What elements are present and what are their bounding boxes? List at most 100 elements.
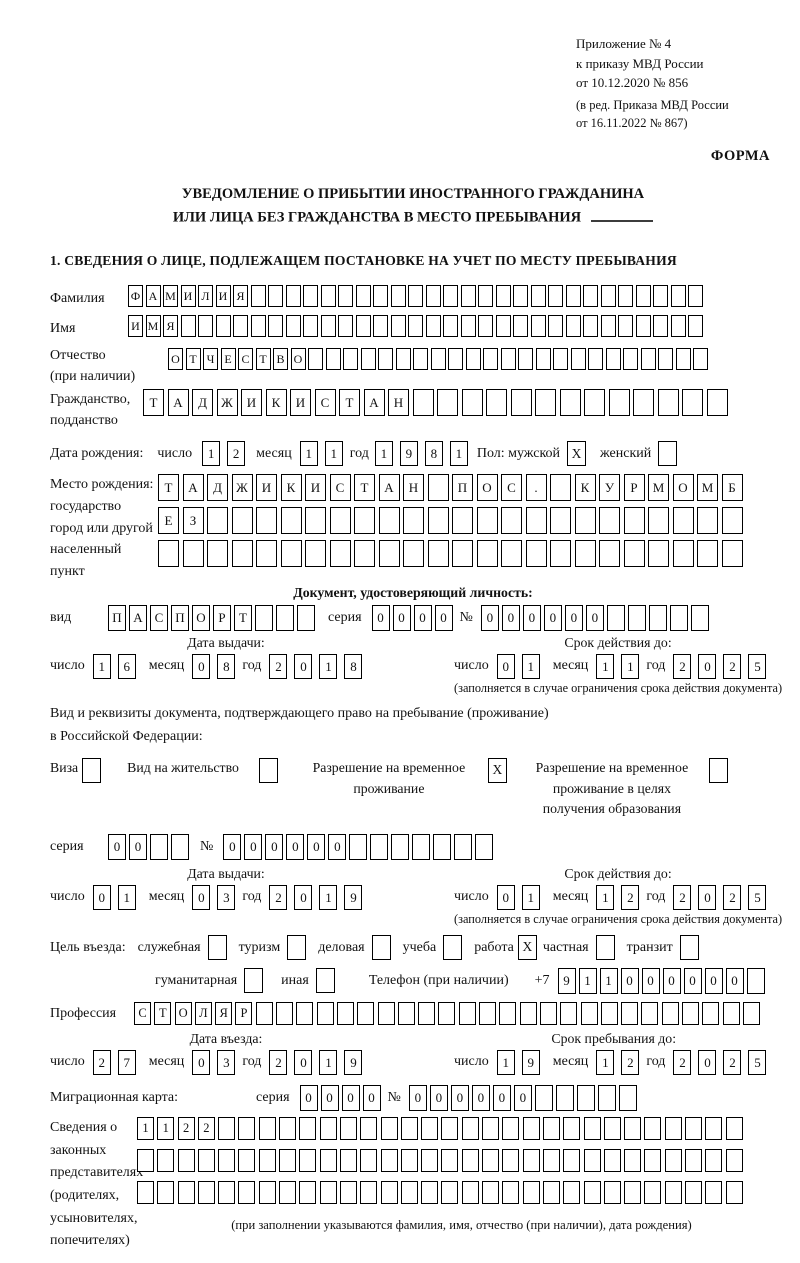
char-cell[interactable] — [443, 285, 458, 308]
char-cell[interactable] — [378, 507, 400, 535]
char-cell[interactable]: 1 — [596, 884, 615, 910]
char-cell[interactable] — [685, 1148, 703, 1172]
char-cell[interactable]: З — [182, 507, 204, 535]
char-cell[interactable]: Т — [185, 348, 201, 371]
purpose-business-checkbox[interactable] — [371, 934, 391, 960]
char-cell[interactable] — [460, 285, 476, 308]
char-cell[interactable]: 1 — [496, 1049, 515, 1075]
char-cell[interactable]: О — [168, 348, 183, 371]
char-cell[interactable] — [296, 1001, 314, 1025]
char-cell[interactable] — [479, 1001, 497, 1025]
char-cell[interactable]: Т — [154, 1001, 172, 1025]
char-cell[interactable] — [452, 540, 473, 568]
char-cell[interactable]: С — [238, 348, 253, 371]
char-cell[interactable] — [427, 474, 449, 502]
char-cell[interactable]: И — [241, 389, 262, 417]
char-cell[interactable] — [355, 285, 371, 308]
char-cell[interactable] — [325, 348, 341, 371]
char-cell[interactable] — [600, 315, 616, 338]
char-cell[interactable] — [299, 1116, 317, 1140]
char-cell[interactable] — [338, 285, 353, 308]
char-cell[interactable] — [621, 1001, 639, 1025]
char-cell[interactable]: 0 — [585, 604, 604, 631]
char-cell[interactable]: 0 — [413, 604, 432, 631]
char-cell[interactable] — [627, 604, 646, 631]
char-cell[interactable]: 1 — [319, 884, 338, 910]
char-cell[interactable]: В — [273, 348, 288, 371]
char-cell[interactable] — [157, 1148, 175, 1172]
char-cell[interactable] — [705, 1116, 723, 1140]
char-cell[interactable] — [670, 285, 686, 308]
char-cell[interactable]: 2 — [177, 1116, 195, 1140]
char-cell[interactable]: 0 — [244, 833, 263, 860]
char-cell[interactable] — [644, 1180, 662, 1204]
char-cell[interactable]: 0 — [641, 967, 660, 994]
char-cell[interactable]: 2 — [673, 884, 692, 910]
char-cell[interactable] — [475, 833, 494, 860]
char-cell[interactable]: 0 — [92, 884, 111, 910]
char-cell[interactable] — [137, 1148, 154, 1172]
char-cell[interactable]: 9 — [557, 967, 576, 994]
purpose-work-checkbox[interactable]: X — [517, 934, 537, 960]
char-cell[interactable] — [600, 285, 616, 308]
char-cell[interactable] — [157, 1180, 175, 1204]
char-cell[interactable] — [624, 1116, 642, 1140]
char-cell[interactable] — [197, 1148, 215, 1172]
char-cell[interactable] — [555, 1084, 574, 1111]
char-cell[interactable] — [377, 1001, 395, 1025]
char-cell[interactable]: Ч — [203, 348, 218, 371]
char-cell[interactable]: 1 — [202, 441, 221, 467]
char-cell[interactable] — [482, 1180, 500, 1204]
char-cell[interactable] — [268, 315, 283, 338]
char-cell[interactable] — [522, 1180, 540, 1204]
char-cell[interactable] — [258, 1148, 276, 1172]
char-cell[interactable]: Е — [220, 348, 236, 371]
char-cell[interactable]: 1 — [521, 884, 540, 910]
char-cell[interactable] — [685, 1116, 703, 1140]
char-cell[interactable] — [576, 1084, 595, 1111]
char-cell[interactable]: Д — [192, 389, 213, 417]
char-cell[interactable]: 2 — [723, 653, 742, 679]
char-cell[interactable] — [563, 1116, 581, 1140]
char-cell[interactable] — [395, 348, 411, 371]
char-cell[interactable] — [706, 389, 728, 417]
char-cell[interactable]: И — [215, 285, 231, 308]
char-cell[interactable]: 2 — [269, 653, 288, 679]
char-cell[interactable]: 0 — [299, 1084, 318, 1111]
char-cell[interactable] — [408, 285, 423, 308]
char-cell[interactable] — [550, 507, 571, 535]
char-cell[interactable] — [425, 315, 441, 338]
char-cell[interactable]: Я — [215, 1001, 233, 1025]
char-cell[interactable] — [725, 1180, 743, 1204]
purpose-study-checkbox[interactable] — [443, 934, 463, 960]
char-cell[interactable] — [448, 348, 463, 371]
sex-female-checkbox[interactable] — [658, 441, 678, 467]
char-cell[interactable]: М — [648, 474, 669, 502]
char-cell[interactable]: 2 — [92, 1049, 111, 1075]
char-cell[interactable] — [644, 1116, 662, 1140]
char-cell[interactable]: 0 — [501, 604, 520, 631]
char-cell[interactable]: 0 — [471, 1084, 490, 1111]
char-cell[interactable] — [574, 540, 596, 568]
char-cell[interactable] — [624, 1148, 642, 1172]
char-cell[interactable] — [238, 1116, 256, 1140]
char-cell[interactable]: 8 — [424, 441, 443, 467]
char-cell[interactable] — [742, 1001, 760, 1025]
char-cell[interactable]: 7 — [117, 1049, 136, 1075]
char-cell[interactable] — [430, 348, 446, 371]
char-cell[interactable] — [320, 285, 336, 308]
char-cell[interactable] — [438, 1001, 456, 1025]
char-cell[interactable] — [380, 1148, 398, 1172]
char-cell[interactable]: С — [329, 474, 351, 502]
char-cell[interactable] — [137, 1180, 154, 1204]
char-cell[interactable]: 9 — [344, 884, 363, 910]
char-cell[interactable] — [280, 540, 302, 568]
char-cell[interactable] — [400, 1116, 418, 1140]
char-cell[interactable] — [150, 833, 168, 860]
char-cell[interactable]: А — [167, 389, 189, 417]
char-cell[interactable] — [370, 833, 389, 860]
char-cell[interactable]: А — [145, 285, 161, 308]
purpose-official-checkbox[interactable] — [207, 934, 227, 960]
char-cell[interactable] — [672, 507, 694, 535]
char-cell[interactable] — [207, 507, 228, 535]
